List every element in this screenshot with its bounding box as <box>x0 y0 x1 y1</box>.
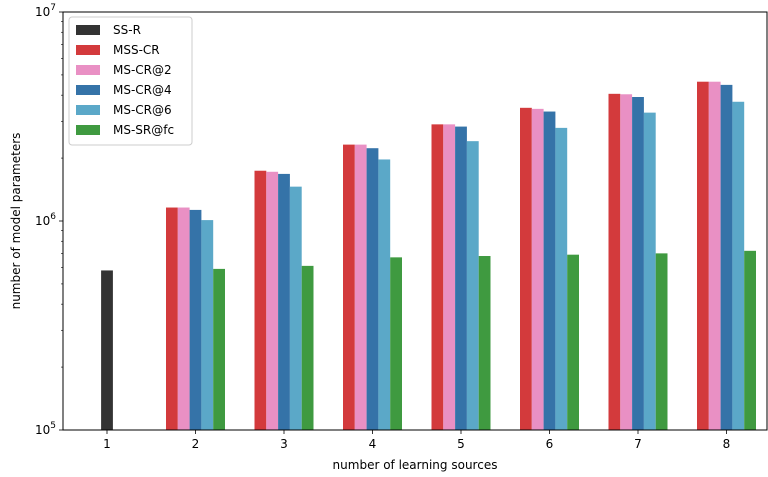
legend: SS-R MSS-CR MS-CR@2 MS-CR@4 MS-CR@6 MS-SR@fc <box>68 16 193 146</box>
bar-mss-cr-7 <box>608 93 621 430</box>
y-axis: 105 106 107 <box>35 3 63 437</box>
x-tick-label-3: 3 <box>280 437 288 451</box>
bar-ms-cr-4-3 <box>278 173 290 430</box>
bar-ms-cr-4-7 <box>632 97 644 430</box>
bar-mss-cr-6 <box>520 107 532 430</box>
bar-ms-cr-6-5 <box>466 141 479 430</box>
bar-mss-cr-3 <box>254 170 267 431</box>
bar-ms-sr-fc-2 <box>213 268 225 430</box>
x-tick-label-2: 2 <box>192 437 200 451</box>
bar-ms-sr-fc-7 <box>655 253 668 430</box>
bar-ms-cr-4-5 <box>455 126 467 430</box>
legend-label-ss-r: SS-R <box>113 23 141 37</box>
bar-ms-cr-2-3 <box>266 171 279 430</box>
x-tick-label-4: 4 <box>369 437 377 451</box>
bar-ms-cr-4-2 <box>189 209 202 430</box>
legend-label-ms-cr-4: MS-CR@4 <box>113 83 172 97</box>
legend-swatch-mss-cr <box>76 45 100 55</box>
bar-mss-cr-2 <box>166 207 178 430</box>
bar-ms-cr-6-4 <box>378 159 391 430</box>
bar-ms-sr-fc-6 <box>567 254 579 430</box>
x-tick-label-7: 7 <box>634 437 642 451</box>
legend-swatch-ms-cr-4 <box>76 85 100 95</box>
legend-swatch-ms-sr-fc <box>76 125 100 135</box>
legend-swatch-ms-cr-6 <box>76 105 100 115</box>
legend-swatch-ss-r <box>76 25 100 35</box>
x-axis-label: number of learning sources <box>333 458 498 472</box>
bar-ms-cr-2-4 <box>354 144 367 431</box>
bar-ms-cr-6-7 <box>643 112 656 430</box>
bars <box>101 81 756 431</box>
bar-ms-cr-2-7 <box>620 94 633 431</box>
bar-ms-cr-6-2 <box>201 220 214 430</box>
bar-ms-cr-2-2 <box>177 207 190 430</box>
bar-ms-sr-fc-3 <box>301 265 314 430</box>
bar-ms-cr-2-8 <box>708 81 721 430</box>
bar-ms-cr-6-6 <box>555 127 568 431</box>
bar-mss-cr-4 <box>343 144 355 431</box>
bar-ms-cr-4-8 <box>720 84 733 430</box>
y-axis-label: number of model parameters <box>9 133 23 310</box>
x-axis: 1 2 3 4 5 6 7 8 <box>103 430 730 451</box>
legend-label-ms-sr-fc: MS-SR@fc <box>113 123 174 137</box>
bar-mss-cr-5 <box>431 124 444 431</box>
bar-ms-cr-6-8 <box>732 101 745 430</box>
y-tick-label: 106 <box>35 212 56 228</box>
plot-area <box>62 11 768 431</box>
legend-label-mss-cr: MSS-CR <box>113 43 160 57</box>
y-tick-label: 107 <box>35 3 56 19</box>
x-tick-label-1: 1 <box>103 437 111 451</box>
bar-ss-r-1 <box>101 270 113 430</box>
x-tick-label-5: 5 <box>457 437 465 451</box>
bar-mss-cr-8 <box>697 81 709 430</box>
bar-ms-cr-4-4 <box>366 148 379 430</box>
bar-ms-cr-2-6 <box>531 108 544 431</box>
legend-label-ms-cr-2: MS-CR@2 <box>113 63 172 77</box>
bar-ms-cr-2-5 <box>443 124 456 431</box>
legend-label-ms-cr-6: MS-CR@6 <box>113 103 172 117</box>
bar-ms-cr-4-6 <box>543 111 556 430</box>
bar-ms-sr-fc-4 <box>390 257 402 430</box>
x-tick-label-6: 6 <box>546 437 554 451</box>
bar-ms-sr-fc-5 <box>478 256 491 430</box>
legend-swatch-ms-cr-2 <box>76 65 100 75</box>
bar-ms-cr-6-3 <box>289 186 302 430</box>
y-tick-label: 105 <box>35 421 56 437</box>
x-tick-label-8: 8 <box>723 437 731 451</box>
bar-ms-sr-fc-8 <box>744 250 756 430</box>
